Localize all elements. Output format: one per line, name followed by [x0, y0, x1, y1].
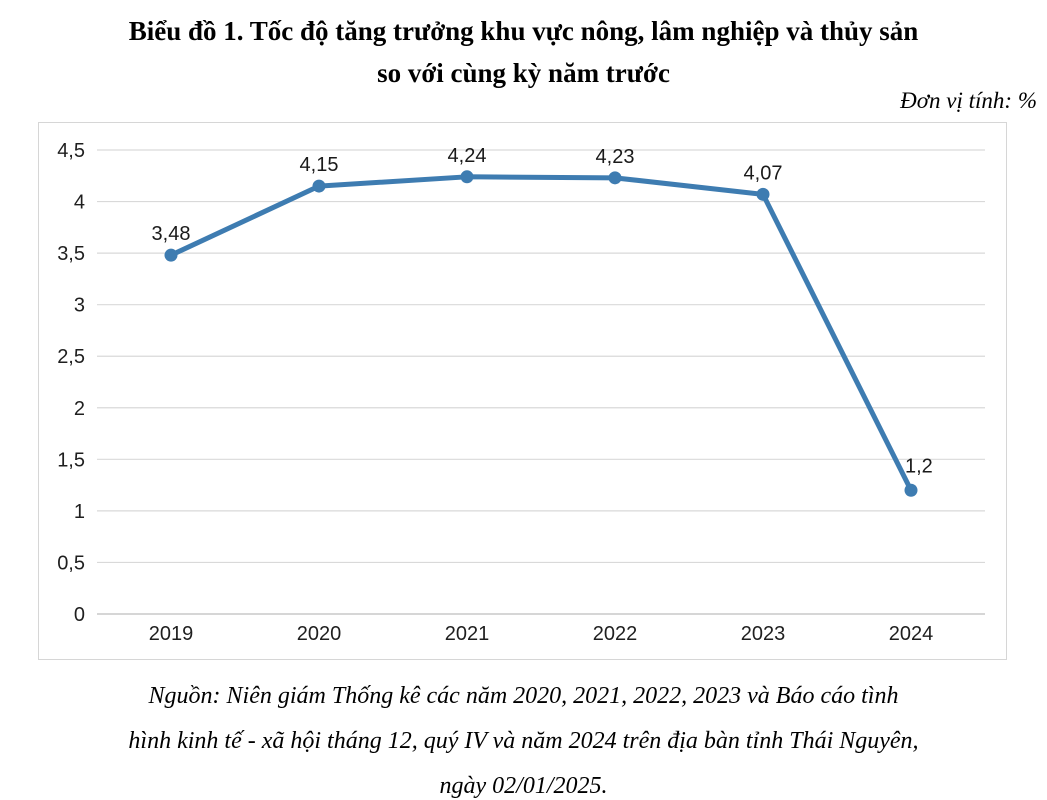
- source-note: Nguồn: Niên giám Thống kê các năm 2020, …: [0, 674, 1047, 800]
- line-chart-svg: 0 0,5 1 1,5 2 2,5 3 3,5 4 4,5 2019 2020 2021 2022 2023…: [57, 140, 985, 645]
- data-label: 3,48: [152, 223, 191, 245]
- data-point: [904, 483, 918, 497]
- chart-title-line2: so với cùng kỳ năm trước: [377, 58, 670, 88]
- y-tick-label: 3: [74, 295, 85, 317]
- y-tick-label: 0,5: [57, 552, 85, 574]
- y-tick-label: 3,5: [57, 243, 85, 265]
- x-tick-label: 2024: [889, 623, 934, 645]
- data-point: [164, 248, 178, 262]
- y-tick-label: 1,5: [57, 449, 85, 471]
- chart-title: Biểu đồ 1. Tốc độ tăng trưởng khu vực nô…: [0, 10, 1047, 94]
- x-tick-label: 2019: [149, 623, 194, 645]
- y-tick-label: 0: [74, 604, 85, 626]
- x-tick-label: 2022: [593, 623, 638, 645]
- unit-label: Đơn vị tính: %: [900, 88, 1037, 113]
- data-label: 4,07: [744, 162, 783, 184]
- data-point: [460, 170, 474, 184]
- data-label: 4,24: [448, 145, 487, 167]
- x-tick-label: 2023: [741, 623, 786, 645]
- data-point: [312, 179, 326, 193]
- data-line: [168, 174, 914, 493]
- x-tick-label: 2020: [297, 623, 342, 645]
- y-tick-label: 2: [74, 398, 85, 420]
- y-tick-label: 4: [74, 192, 85, 214]
- data-point: [756, 187, 770, 201]
- chart-area: 0 0,5 1 1,5 2 2,5 3 3,5 4 4,5 2019 2020 2021 2022 2023…: [38, 122, 1007, 660]
- source-line2: hình kinh tế - xã hội tháng 12, quý IV v…: [128, 728, 919, 754]
- data-label: 1,2: [905, 455, 933, 477]
- y-tick-label: 4,5: [57, 140, 85, 162]
- data-label: 4,15: [300, 154, 339, 176]
- data-point: [608, 171, 622, 185]
- x-tick-label: 2021: [445, 623, 490, 645]
- chart-title-line1: Biểu đồ 1. Tốc độ tăng trưởng khu vực nô…: [128, 16, 919, 46]
- source-line3: ngày 02/01/2025.: [439, 773, 608, 799]
- data-label: 4,23: [596, 146, 635, 168]
- y-tick-label: 1: [74, 501, 85, 523]
- source-line1: Nguồn: Niên giám Thống kê các năm 2020, …: [148, 683, 899, 709]
- y-tick-label: 2,5: [57, 346, 85, 368]
